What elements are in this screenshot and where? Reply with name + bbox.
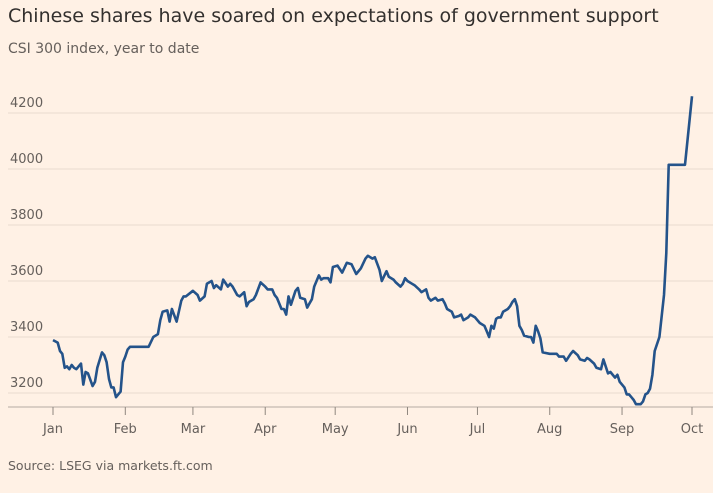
x-tick-label: Aug xyxy=(537,422,562,437)
y-tick-label: 4200 xyxy=(10,96,43,111)
x-tick-label: Jan xyxy=(42,422,63,437)
x-tick-label: Mar xyxy=(181,422,206,437)
x-tick-label: Oct xyxy=(681,422,703,437)
line xyxy=(52,96,694,406)
x-tick-label: Feb xyxy=(114,422,137,437)
y-tick-label: 4000 xyxy=(10,152,43,167)
x-tick-label: May xyxy=(322,422,349,437)
x-tick-label: Jul xyxy=(469,422,486,437)
y-tick-label: 3800 xyxy=(10,208,43,223)
y-tick-label: 3400 xyxy=(10,320,43,335)
x-tick-label: Apr xyxy=(254,422,277,437)
x-tick-label: Jun xyxy=(396,422,417,437)
chart-subtitle: CSI 300 index, year to date xyxy=(8,41,199,57)
x-tick-label: Sep xyxy=(610,422,635,437)
y-tick-label: 3600 xyxy=(10,264,43,279)
y-tick-label: 3200 xyxy=(10,376,43,391)
chart-title: Chinese shares have soared on expectatio… xyxy=(8,5,659,27)
source-note: Source: LSEG via markets.ft.com xyxy=(8,458,213,473)
